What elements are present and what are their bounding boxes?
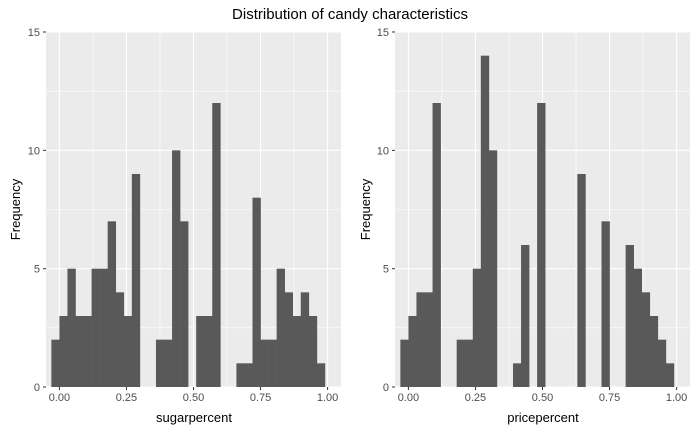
- histogram-bar: [164, 339, 173, 387]
- histogram-bar: [107, 221, 117, 387]
- sugarpercent-histogram-panel: 0.00 0.25 0.50 0.75 1.00 0 5 10 15 sugarpercent Fr…: [8, 27, 341, 425]
- histogram-bar: [284, 292, 294, 387]
- histogram-bar: [424, 292, 433, 387]
- histogram-bar: [577, 174, 586, 387]
- y-tick-label: 5: [34, 264, 40, 276]
- histogram-bar: [51, 339, 60, 387]
- y-tick-label: 5: [383, 264, 389, 276]
- histogram-bar: [416, 292, 425, 387]
- histogram-bar: [432, 103, 441, 387]
- histogram-bar: [537, 103, 546, 387]
- histogram-bar: [308, 316, 318, 387]
- histogram-bar: [260, 339, 269, 387]
- y-tick-label: 10: [377, 145, 389, 157]
- histogram-bar: [236, 363, 245, 387]
- histogram-bar: [513, 363, 522, 387]
- histogram-bar: [131, 174, 141, 387]
- y-axis-title: Frequency: [8, 178, 23, 240]
- histogram-bar: [665, 363, 675, 387]
- y-tick-label: 15: [377, 27, 389, 39]
- histogram-bar: [204, 316, 213, 387]
- histogram-bar: [212, 103, 221, 387]
- histogram-bar: [180, 221, 189, 387]
- histogram-bar: [83, 316, 92, 387]
- pricepercent-histogram-panel: 0.00 0.25 0.50 0.75 1.00 0 5 10 15 pricepercent Fr…: [358, 27, 690, 425]
- histogram-bar: [99, 268, 108, 387]
- histogram-bar: [196, 316, 205, 387]
- y-tick-label: 0: [34, 382, 40, 394]
- y-axis-title: Frequency: [358, 178, 373, 240]
- histogram-bar: [625, 245, 634, 387]
- x-tick-label: 0.00: [398, 392, 419, 404]
- histogram-bar: [252, 197, 261, 387]
- histogram-bar: [480, 55, 490, 388]
- histogram-bar: [521, 245, 530, 387]
- histogram-bar: [67, 268, 76, 387]
- x-axis-title: pricepercent: [507, 410, 579, 425]
- histogram-bar: [316, 363, 326, 387]
- histogram-bar: [472, 268, 482, 387]
- histogram-bar: [292, 316, 302, 387]
- histogram-bar: [75, 316, 84, 387]
- x-tick-label: 0.25: [116, 392, 137, 404]
- histogram-bar: [59, 316, 68, 387]
- histogram-bar: [172, 150, 181, 387]
- histogram-bar: [400, 339, 409, 387]
- y-tick-label: 15: [28, 27, 40, 39]
- histogram-bar: [244, 363, 253, 387]
- histogram-bar: [300, 292, 310, 387]
- x-tick-label: 0.75: [250, 392, 271, 404]
- x-tick-label: 1.00: [317, 392, 338, 404]
- histogram-bar: [115, 292, 125, 387]
- histogram-bar: [123, 316, 133, 387]
- y-tick-label: 0: [383, 382, 389, 394]
- histogram-bar: [633, 268, 643, 387]
- histogram-bar: [657, 339, 667, 387]
- histogram-bar: [408, 316, 417, 387]
- histogram-bar: [488, 150, 498, 387]
- figure-title: Distribution of candy characteristics: [232, 6, 468, 23]
- x-tick-label: 1.00: [666, 392, 687, 404]
- histogram-bar: [601, 221, 610, 387]
- histogram-bar: [641, 292, 651, 387]
- x-tick-label: 0.50: [532, 392, 553, 404]
- histogram-bar: [155, 339, 165, 387]
- histogram-bar: [268, 339, 277, 387]
- x-tick-label: 0.75: [599, 392, 620, 404]
- histogram-bar: [464, 339, 474, 387]
- histogram-bar: [276, 268, 285, 387]
- histogram-bar: [649, 316, 659, 387]
- y-tick-label: 10: [28, 145, 40, 157]
- x-tick-label: 0.25: [465, 392, 486, 404]
- histogram-bar: [456, 339, 466, 387]
- histogram-bar: [91, 268, 100, 387]
- x-tick-label: 0.00: [49, 392, 70, 404]
- x-axis-title: sugarpercent: [156, 410, 232, 425]
- x-tick-label: 0.50: [183, 392, 204, 404]
